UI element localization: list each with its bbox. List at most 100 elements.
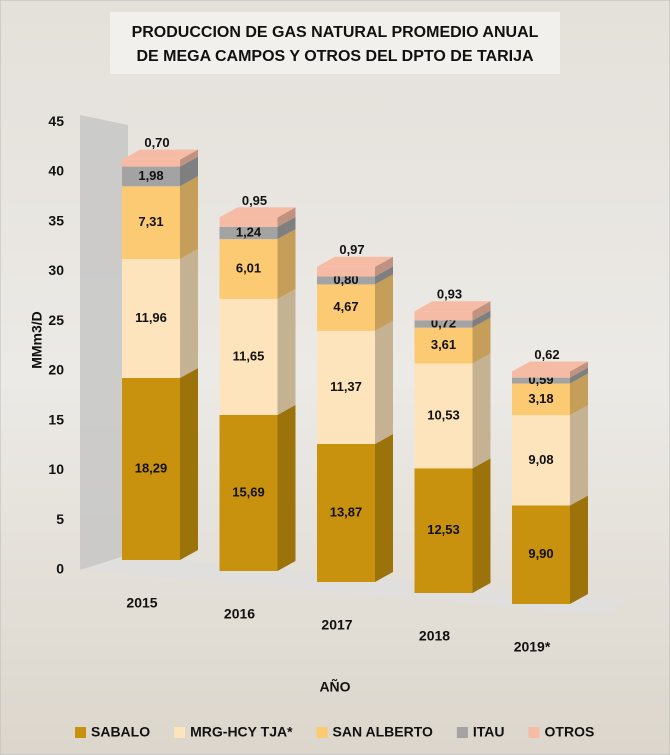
- bar-segment: [219, 239, 278, 299]
- back-wall: [80, 115, 128, 570]
- bar-side: [180, 149, 198, 167]
- data-label: 3,61: [431, 337, 456, 352]
- data-label: 1,24: [236, 224, 262, 239]
- bar-top: [317, 256, 393, 267]
- data-label: 11,96: [135, 310, 167, 325]
- bar-side: [472, 310, 491, 328]
- bar-side: [277, 207, 296, 227]
- x-tick-label: 2016: [224, 606, 255, 622]
- bar-segment: [122, 186, 180, 260]
- bar-top: [512, 361, 588, 372]
- bar-side: [375, 320, 393, 444]
- legend-swatch: [528, 727, 540, 738]
- bar-segment: [317, 443, 375, 582]
- bar-side: [375, 256, 393, 277]
- data-label: 4,67: [333, 299, 358, 314]
- data-label: 6,01: [236, 261, 261, 276]
- legend: SABALO MRG-HCY TJA* SAN ALBERTO ITAU OTROS: [75, 724, 594, 740]
- data-label: 0,93: [437, 287, 462, 302]
- bar-side: [375, 433, 393, 582]
- legend-label: SAN ALBERTO: [333, 724, 433, 740]
- y-tick-label: 10: [48, 461, 64, 477]
- data-label: 3,18: [528, 391, 553, 406]
- legend-label: OTROS: [545, 724, 595, 740]
- bar-side: [570, 367, 588, 384]
- bar-segment: [512, 505, 570, 604]
- bar-segment: [317, 330, 375, 444]
- bar-segment: [317, 266, 375, 277]
- bar-segment: [219, 414, 278, 571]
- legend-label: MRG-HCY TJA*: [190, 724, 293, 740]
- bar-side: [472, 317, 491, 364]
- legend-swatch: [75, 727, 86, 738]
- bar-segment: [122, 159, 180, 167]
- bar-segment: [414, 363, 473, 469]
- bar-segment: [219, 298, 278, 415]
- y-tick-label: 20: [48, 362, 64, 378]
- x-tick-label: 2017: [321, 617, 352, 633]
- y-tick-label: 35: [48, 212, 64, 228]
- chart-title: PRODUCCION DE GAS NATURAL PROMEDIO ANUAL: [132, 24, 539, 41]
- bar-segment: [219, 226, 278, 240]
- bar-side: [180, 368, 198, 560]
- data-label: 9,90: [528, 546, 553, 561]
- bar-segment: [122, 259, 180, 379]
- bar-side: [375, 266, 393, 285]
- title-box: [110, 12, 560, 74]
- bar-side: [472, 301, 491, 321]
- y-tick-label: 15: [48, 411, 64, 427]
- bar-side: [277, 404, 296, 571]
- bar-segment: [414, 311, 473, 321]
- y-tick-label: 30: [48, 262, 64, 278]
- bar-top: [414, 301, 491, 312]
- legend-swatch: [456, 727, 468, 738]
- data-label: 12,53: [427, 522, 460, 537]
- bar-side: [277, 288, 296, 415]
- x-tick-label: 2019*: [514, 639, 551, 655]
- bar-side: [472, 353, 491, 469]
- bar-side: [472, 458, 491, 593]
- bar-segment: [317, 284, 375, 331]
- bar-side: [570, 361, 588, 378]
- y-tick-label: 25: [48, 312, 64, 328]
- data-label: 15,69: [232, 484, 265, 499]
- bar-segment: [414, 468, 473, 593]
- data-label: 10,53: [427, 407, 460, 422]
- legend-swatch: [316, 727, 328, 738]
- data-label: 0,70: [144, 135, 169, 150]
- bars: 18,29 11,96 7,31 1,98 0,70 15,69 11,65 6,01 1,24…: [122, 135, 588, 604]
- chart-title: DE MEGA CAMPOS Y OTROS DEL DPTO DE TARIJ…: [136, 48, 534, 65]
- data-label: 11,65: [233, 348, 265, 363]
- data-label: 7,31: [138, 214, 163, 229]
- legend-swatch: [174, 727, 186, 738]
- bar-side: [570, 495, 588, 604]
- bar-segment: [414, 327, 473, 364]
- bar-top: [122, 149, 198, 160]
- data-label: 0,97: [339, 242, 364, 257]
- bar-side: [570, 373, 588, 416]
- bar-segment: [219, 217, 278, 227]
- bar-segment: [122, 166, 180, 187]
- x-tick-label: 2015: [126, 595, 157, 611]
- bar-side: [277, 216, 296, 240]
- bar-top: [219, 207, 296, 218]
- x-axis-label: AÑO: [319, 678, 350, 695]
- y-tick-label: 40: [48, 163, 64, 179]
- data-label: 13,87: [330, 504, 363, 519]
- bar-segment: [317, 276, 375, 285]
- bar-segment: [512, 415, 570, 506]
- bar-side: [180, 249, 198, 379]
- bar-segment: [512, 377, 570, 384]
- data-label: 0,62: [534, 347, 559, 362]
- bar-side: [277, 229, 296, 299]
- y-tick-label: 5: [56, 511, 64, 527]
- bar-side: [570, 405, 588, 506]
- floor: [80, 555, 630, 615]
- bar-side: [180, 156, 198, 187]
- legend-label: ITAU: [473, 724, 505, 740]
- y-axis-label: MMm3/D: [29, 311, 45, 369]
- legend-label: SABALO: [91, 724, 150, 740]
- bar-segment: [122, 378, 180, 560]
- data-label: 9,08: [528, 452, 553, 467]
